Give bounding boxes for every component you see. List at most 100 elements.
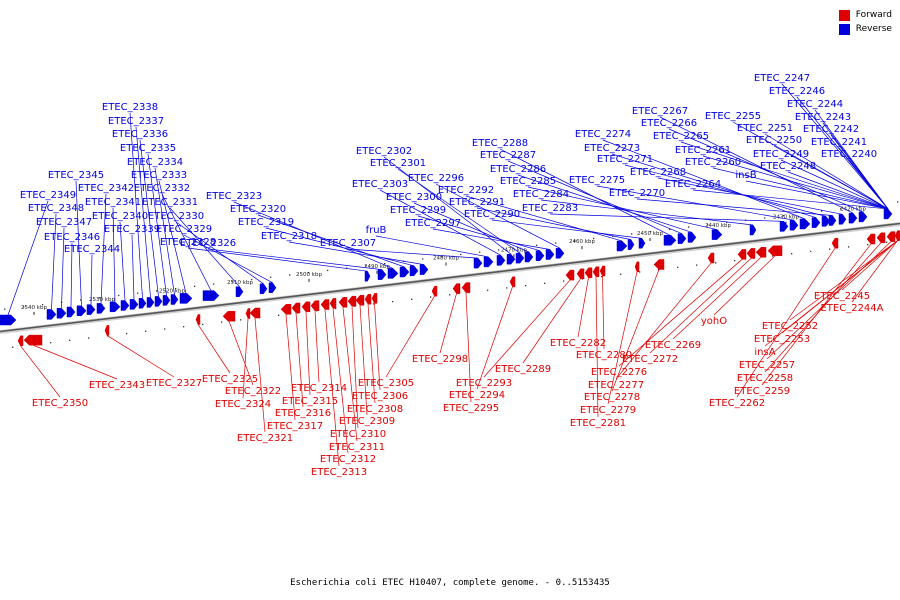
reverse-gene-label: ETEC_2267	[632, 106, 688, 117]
reverse-gene-label: ETEC_2335	[120, 143, 176, 154]
gene-arrows	[0, 208, 900, 347]
reverse-gene-label: ETEC_2342	[78, 183, 134, 194]
forward-leader-line	[781, 240, 898, 334]
tick-label: 2530 kbp	[89, 297, 115, 303]
guide-dot	[12, 346, 14, 348]
reverse-leader-line	[147, 153, 167, 296]
forward-gene-arrow	[17, 335, 24, 347]
reverse-gene-label: ETEC_2284	[513, 189, 569, 200]
guide-dot	[441, 256, 443, 258]
guide-dot	[373, 303, 375, 305]
reverse-leader-line	[129, 112, 143, 299]
reverse-leader-line	[7, 200, 49, 316]
reverse-gene-arrow	[46, 309, 57, 320]
reverse-gene-arrow	[364, 270, 371, 282]
reverse-gene-label: ETEC_2271	[597, 154, 653, 165]
guide-dot	[270, 276, 272, 278]
forward-gene-label: ETEC_2282	[550, 338, 606, 349]
reverse-gene-label: ETEC_2334	[127, 157, 183, 168]
forward-leader-line	[615, 262, 712, 380]
forward-gene-arrow	[431, 285, 438, 297]
forward-gene-label: ETEC_2294	[449, 390, 505, 401]
reverse-leader-line	[135, 126, 151, 298]
reverse-leader-line	[659, 116, 854, 214]
forward-leader-line	[254, 317, 266, 433]
guide-dot	[289, 274, 291, 276]
guide-dot	[498, 249, 500, 251]
tick-label: 2540 kbp	[21, 305, 47, 311]
forward-leader-line	[324, 309, 340, 467]
reverse-gene-arrow	[129, 299, 139, 310]
forward-gene-arrow	[876, 232, 886, 244]
forward-gene-arrow	[634, 261, 640, 273]
reverse-gene-label: ETEC_2348	[28, 203, 84, 214]
forward-leader-line	[305, 311, 311, 396]
guide-dot	[251, 278, 253, 281]
reverse-gene-arrow	[419, 264, 429, 275]
reverse-leader-line	[476, 207, 632, 240]
forward-gene-arrow	[707, 252, 715, 264]
forward-leader-line	[197, 324, 231, 374]
tick-label: 2520 kbp	[159, 288, 185, 294]
reverse-gene-arrow	[687, 232, 697, 243]
forward-gene-label: ETEC_2316	[275, 408, 331, 419]
forward-gene-arrow	[347, 295, 357, 307]
forward-gene-label: ETEC_2306	[352, 391, 408, 402]
reverse-leader-line	[781, 83, 889, 210]
reverse-gene-arrow	[535, 250, 545, 261]
forward-gene-label: ETEC_2257	[739, 360, 795, 371]
reverse-gene-label: ETEC_2265	[653, 131, 709, 142]
forward-leader-line	[295, 312, 304, 408]
guide-dot	[536, 244, 538, 246]
reverse-gene-label: ETEC_2297	[405, 218, 461, 229]
forward-leader-line	[595, 276, 599, 418]
reverse-gene-label: ETEC_2251	[737, 123, 793, 134]
axis-line	[0, 222, 900, 333]
reverse-gene-label: ETEC_2320	[230, 204, 286, 215]
reverse-gene-label: ETEC_2336	[112, 129, 168, 140]
forward-leader-line	[242, 318, 249, 399]
forward-gene-arrow	[461, 282, 471, 293]
reverse-gene-label: ETEC_2292	[438, 185, 494, 196]
reverse-leader-line	[692, 189, 889, 210]
guide-dot	[506, 287, 508, 289]
legend-forward: Forward	[838, 8, 892, 22]
reverse-gene-label: ETEC_2291	[449, 197, 505, 208]
reverse-gene-arrow	[146, 297, 155, 308]
forward-gene-label: ETEC_2313	[311, 467, 367, 478]
guide-dot	[631, 233, 633, 235]
guide-dot	[840, 208, 842, 210]
reverse-gene-label: ETEC_2255	[705, 111, 761, 122]
guide-dot	[50, 342, 52, 344]
reverse-leader-line	[187, 247, 368, 272]
tick-label: 2460 kbp	[569, 239, 595, 245]
tick-label: 2420 kbp	[840, 207, 866, 213]
forward-leader-line	[789, 240, 898, 321]
reverse-gene-label: ETEC_2341	[85, 197, 141, 208]
reverse-gene-label: ETEC_2344	[64, 244, 120, 255]
forward-gene-arrow	[866, 233, 876, 245]
guide-dot	[821, 210, 823, 212]
guide-dot	[525, 285, 527, 287]
guide-dot	[669, 228, 671, 231]
forward-gene-label: ETEC_2327	[146, 378, 202, 389]
reverse-gene-label: ETEC_2331	[142, 197, 198, 208]
reverse-gene-arrow	[473, 257, 483, 269]
forward-gene-arrow	[584, 267, 593, 279]
reverse-leader-line	[257, 214, 405, 268]
guide-dot	[4, 308, 6, 310]
reverse-gene-label: ETEC_2333	[131, 170, 187, 181]
forward-leader-line	[314, 310, 320, 383]
reverse-gene-arrow	[627, 239, 635, 250]
forward-gene-arrow	[894, 230, 900, 241]
forward-gene-label: ETEC_2278	[584, 392, 640, 403]
guide-dot	[430, 296, 432, 298]
reverse-gene-label: ETEC_2270	[609, 188, 665, 199]
guide-dot	[137, 292, 139, 294]
guide-dot	[365, 265, 367, 267]
reverse-gene-arrow	[811, 217, 821, 228]
reverse-leader-line	[233, 201, 394, 269]
guide-dot	[384, 262, 386, 265]
reverse-gene-arrow	[779, 221, 789, 232]
